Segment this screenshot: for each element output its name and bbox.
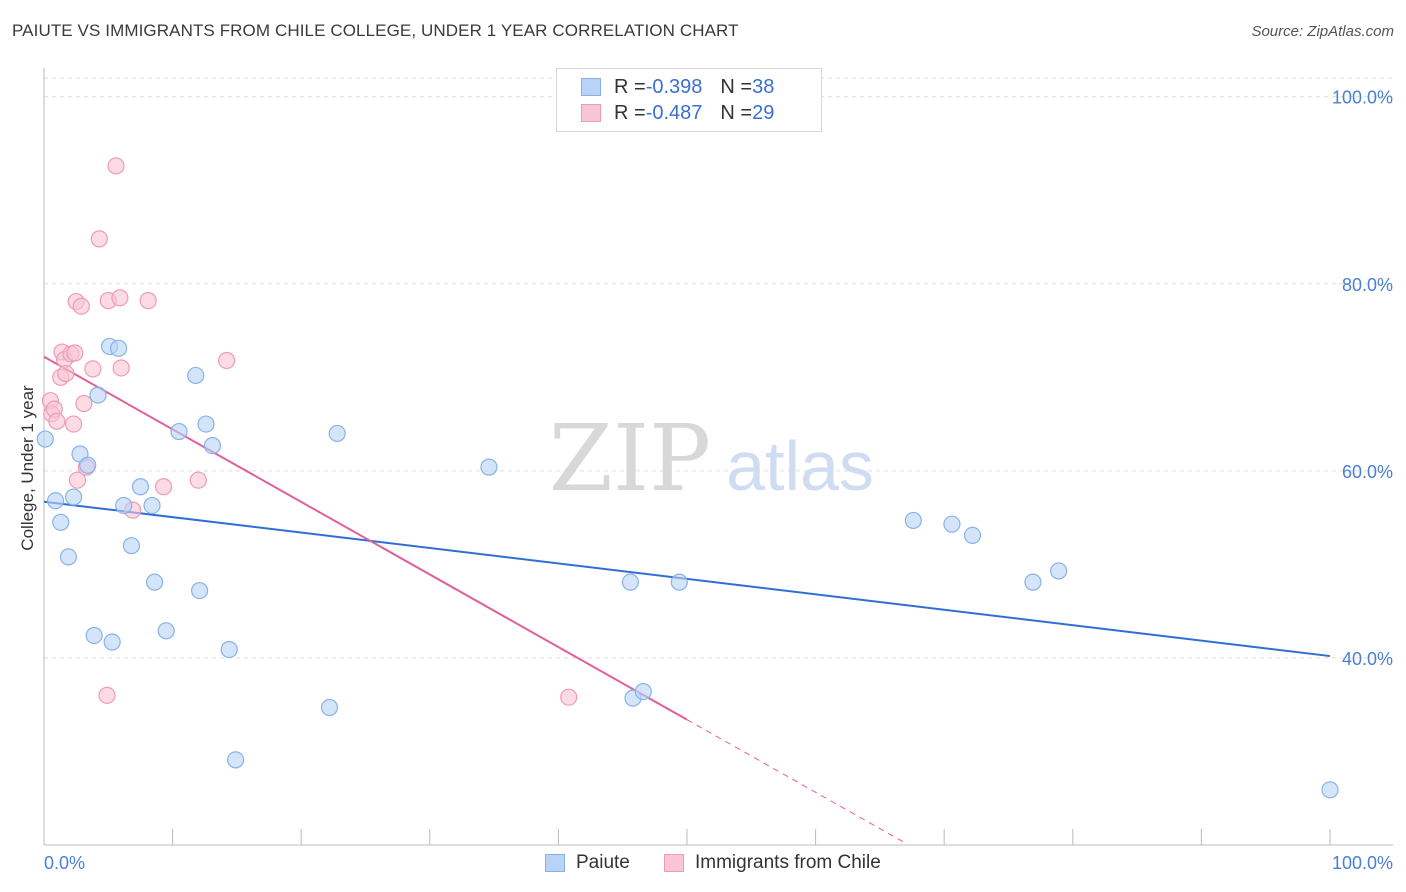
paiute-point — [46, 492, 65, 510]
watermark: ZIP atlas — [549, 405, 874, 512]
paiute-point — [220, 640, 238, 659]
chile-point — [154, 478, 173, 496]
paiute-point — [145, 573, 164, 591]
chile-point — [90, 230, 108, 248]
y-axis-label: College, Under 1 year — [18, 385, 37, 551]
chile-trend-line — [43, 355, 688, 721]
paiute-point — [85, 626, 103, 645]
paiute-point — [1050, 562, 1068, 580]
chile-swatch — [581, 104, 601, 122]
paiute-point — [1321, 781, 1339, 799]
paiute-point — [64, 488, 83, 506]
y-tick-label: 100.0% — [1332, 88, 1393, 108]
legend-n-value: 38 — [752, 75, 775, 98]
legend-item-chile[interactable]: Immigrants from Chile — [664, 852, 881, 874]
y-tick-label: 60.0% — [1342, 462, 1393, 482]
chile-point — [64, 415, 83, 433]
legend-n-value: 29 — [752, 101, 775, 124]
paiute-point — [143, 496, 161, 515]
axes — [43, 68, 1393, 846]
paiute-point — [1024, 573, 1042, 591]
chile-point — [189, 471, 207, 489]
legend-label-chile: Immigrants from Chile — [695, 852, 881, 873]
paiute-point — [197, 415, 215, 433]
paiute-swatch — [545, 854, 565, 872]
legend-r-label: R = — [614, 75, 646, 98]
paiute-point — [904, 511, 922, 530]
paiute-point — [634, 682, 652, 701]
paiute-point — [157, 622, 175, 640]
paiute-point — [621, 573, 640, 591]
chile-point — [139, 292, 157, 310]
chile-point — [107, 157, 125, 175]
x-tick-label: 0.0% — [44, 853, 85, 873]
chile-point — [72, 297, 90, 315]
legend-r-label: R = — [614, 101, 646, 124]
watermark-atlas: atlas — [726, 427, 874, 505]
paiute-point — [227, 751, 245, 769]
chile-point — [68, 471, 87, 489]
legend-n-label: N = — [720, 75, 753, 98]
tick-labels: 40.0% 60.0% 80.0% 100.0% 0.0% 100.0% College, … — [18, 88, 1393, 873]
legend-r-value: -0.398 — [645, 75, 703, 98]
grid-lines — [44, 77, 1393, 659]
paiute-point — [187, 366, 205, 385]
legend-item-paiute[interactable]: Paiute — [545, 852, 630, 874]
paiute-point — [670, 573, 688, 591]
paiute-point — [109, 339, 128, 357]
paiute-point — [320, 698, 339, 717]
paiute-swatch — [581, 78, 601, 96]
paiute-point — [963, 526, 982, 544]
paiute-point — [328, 424, 346, 443]
chile-point — [48, 412, 66, 430]
correlation-legend: R = -0.398 N = 38 R = -0.487 N = 29 — [556, 68, 822, 132]
chile-point — [111, 289, 129, 307]
paiute-point — [170, 422, 188, 441]
paiute-point — [52, 513, 70, 531]
chile-point — [75, 394, 93, 413]
legend-row-paiute: R = -0.398 N = 38 — [581, 74, 774, 100]
source-note: Source: ZipAtlas.com — [1251, 23, 1394, 40]
paiute-point — [122, 537, 141, 555]
chart-title: PAIUTE VS IMMIGRANTS FROM CHILE COLLEGE,… — [12, 21, 739, 40]
chile-point — [57, 364, 75, 383]
paiute-point — [115, 496, 133, 515]
watermark-zip: ZIP — [549, 405, 711, 512]
y-tick-label: 80.0% — [1342, 275, 1393, 295]
chile-point — [218, 351, 236, 370]
chile-swatch — [664, 854, 684, 872]
chile-point — [84, 360, 102, 378]
paiute-point — [131, 478, 150, 496]
chile-trend-extension — [686, 719, 906, 844]
chile-point — [560, 688, 578, 706]
series-legend: Paiute Immigrants from Chile — [0, 852, 1406, 878]
paiute-point — [79, 456, 97, 474]
legend-label-paiute: Paiute — [576, 852, 630, 873]
legend-r-value: -0.487 — [645, 101, 703, 124]
paiute-point — [191, 581, 209, 600]
chile-point — [98, 686, 116, 704]
paiute-point — [36, 430, 54, 448]
paiute-point — [480, 458, 498, 476]
x-tick-label: 100.0% — [1332, 853, 1393, 873]
paiute-point — [203, 436, 222, 455]
y-tick-label: 40.0% — [1342, 649, 1393, 669]
paiute-point — [89, 386, 107, 404]
legend-n-label: N = — [720, 101, 753, 124]
chile-point — [66, 344, 84, 362]
paiute-point — [103, 633, 121, 651]
chile-point — [112, 359, 130, 377]
paiute-point — [59, 548, 78, 566]
data-points — [36, 157, 1339, 799]
legend-row-chile: R = -0.487 N = 29 — [581, 100, 774, 126]
paiute-point — [943, 515, 961, 533]
